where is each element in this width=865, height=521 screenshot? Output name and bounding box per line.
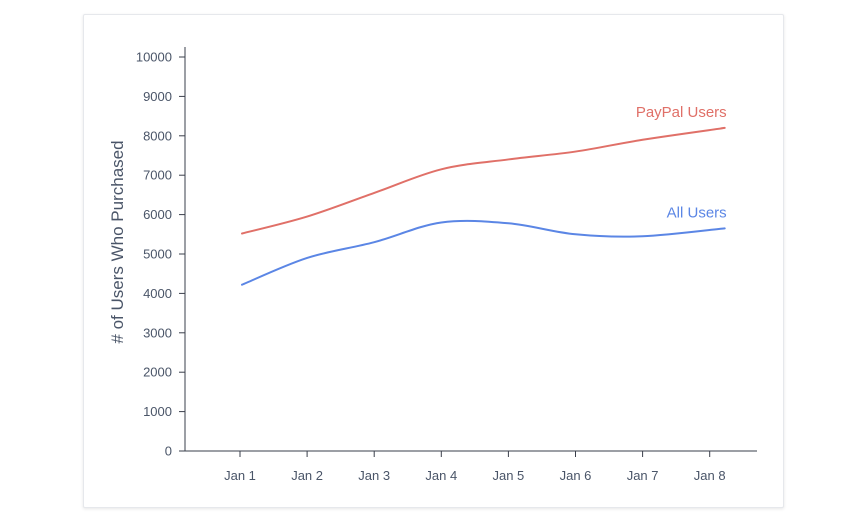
x-tick-label: Jan 3: [358, 468, 390, 483]
series-lines: [241, 126, 726, 286]
y-tick-label: 1000: [143, 404, 172, 419]
x-tick-label: Jan 6: [560, 468, 592, 483]
y-tick-label: 10000: [136, 50, 172, 65]
x-tick-label: Jan 2: [291, 468, 323, 483]
y-tick-label: 2000: [143, 365, 172, 380]
series-label-paypal-users: PayPal Users: [636, 104, 727, 121]
x-tick-label: Jan 7: [627, 468, 659, 483]
x-tick-label: Jan 5: [492, 468, 524, 483]
x-tick-label: Jan 8: [694, 468, 726, 483]
x-tick-label: Jan 4: [425, 468, 457, 483]
y-tick-label: 3000: [143, 325, 172, 340]
series-labels: PayPal Users All Users: [636, 104, 727, 221]
series-label-all-users: All Users: [667, 204, 727, 221]
series-line-all-users: [241, 219, 726, 286]
y-tick-label: 0: [165, 444, 172, 459]
series-line-paypal-users: [241, 126, 726, 235]
y-axis: 0 1000 2000 3000 4000 5000 6000 7000 8000 9000 100…: [136, 47, 186, 459]
y-tick-label: 5000: [143, 247, 172, 262]
x-tick-label: Jan 1: [224, 468, 256, 483]
chart-card: [83, 14, 784, 508]
y-tick-label: 6000: [143, 207, 172, 222]
y-tick-label: 8000: [143, 128, 172, 143]
y-tick-label: 7000: [143, 168, 172, 183]
x-axis: Jan 1 Jan 2 Jan 3 Jan 4 Jan 5 Jan 6 Jan 7 Jan 8: [185, 450, 757, 483]
y-tick-label: 9000: [143, 89, 172, 104]
y-tick-label: 4000: [143, 286, 172, 301]
y-axis-title: # of Users Who Purchased: [108, 140, 127, 343]
